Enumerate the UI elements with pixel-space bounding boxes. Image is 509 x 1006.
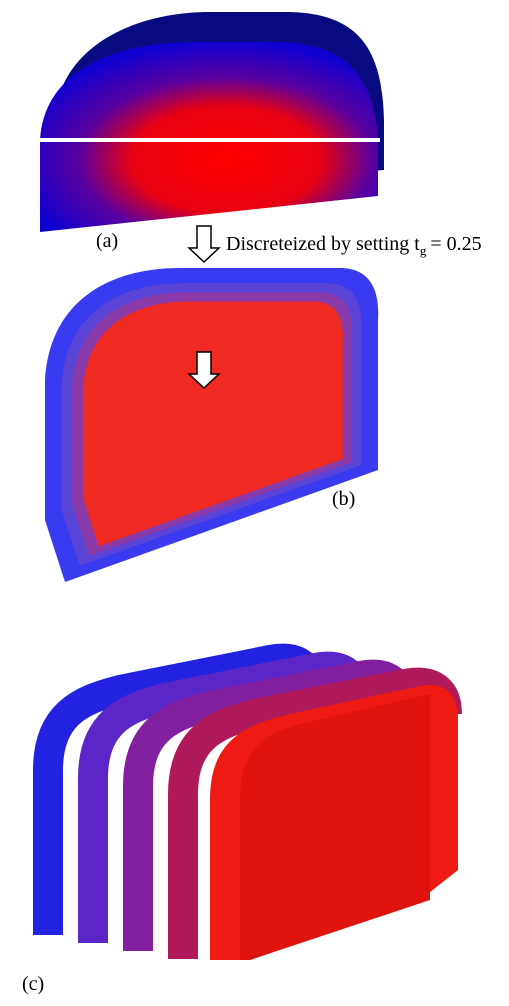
label-a: (a)	[96, 230, 118, 252]
model-b	[45, 268, 378, 582]
model-c	[48, 659, 458, 960]
label-b: (b)	[332, 488, 355, 510]
arrow-note: Discreteized by setting tg= 0.25	[226, 233, 482, 258]
arrow	[189, 226, 219, 262]
label-c: (c)	[22, 973, 44, 995]
model-a	[36, 12, 384, 232]
figure: (a) Discreteized by setting tg= 0.25 (b)…	[0, 0, 509, 1006]
page: {"labels": {"a": "(a)", "b": "(b)", "c":…	[0, 0, 509, 1006]
